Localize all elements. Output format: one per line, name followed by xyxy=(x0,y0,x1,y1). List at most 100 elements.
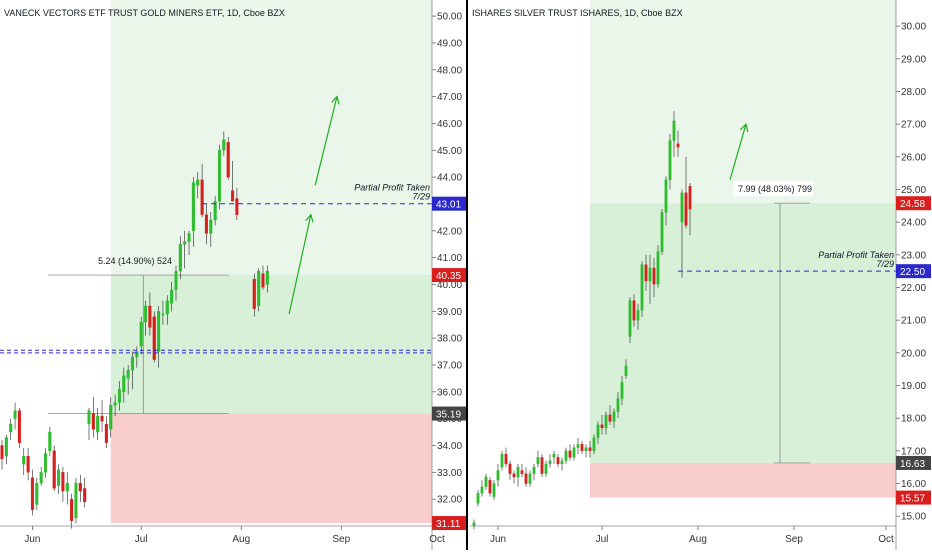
target-zone-extension xyxy=(590,0,896,204)
y-tick-label: 16.00 xyxy=(901,479,926,490)
y-tick-label: 26.00 xyxy=(901,152,926,163)
candle xyxy=(532,467,536,474)
candle xyxy=(104,423,108,443)
candle xyxy=(161,313,165,316)
candle xyxy=(668,140,672,180)
candle xyxy=(612,411,616,422)
candle xyxy=(252,278,256,309)
candle xyxy=(588,447,592,452)
price-tag-label: 35.19 xyxy=(436,410,461,421)
candle xyxy=(87,410,91,425)
y-tick-label: 23.00 xyxy=(901,250,926,261)
y-tick-label: 15.00 xyxy=(901,512,926,523)
y-tick-label: 46.00 xyxy=(437,119,462,130)
y-tick-label: 19.00 xyxy=(901,381,926,392)
candle xyxy=(688,186,692,210)
y-tick-label: 41.00 xyxy=(437,253,462,264)
candle xyxy=(676,143,680,148)
candle xyxy=(596,424,600,438)
annotation-text: Partial Profit Taken xyxy=(354,183,430,193)
candle xyxy=(165,300,169,315)
candle xyxy=(17,410,21,443)
candle xyxy=(576,444,580,448)
candle xyxy=(109,405,113,430)
price-tag xyxy=(896,455,931,470)
candle xyxy=(100,415,104,422)
loss-zone xyxy=(590,462,896,498)
candle xyxy=(135,351,139,358)
candle xyxy=(26,456,30,473)
price-tag-label: 43.01 xyxy=(436,200,461,211)
candle xyxy=(564,450,568,461)
candle xyxy=(608,414,612,422)
candle xyxy=(504,453,508,465)
x-tick-label: Jun xyxy=(24,534,40,545)
y-tick-label: 40.00 xyxy=(437,280,462,291)
candle xyxy=(4,437,8,457)
candle xyxy=(78,482,82,492)
x-tick-label: Jul xyxy=(135,534,148,545)
candle xyxy=(0,445,4,460)
arrow-head xyxy=(739,122,749,133)
candle xyxy=(48,431,52,452)
arrow-head xyxy=(305,213,314,223)
candle xyxy=(213,201,217,221)
y-tick-label: 27.00 xyxy=(901,120,926,131)
y-tick-label: 45.00 xyxy=(437,146,462,157)
candle xyxy=(174,270,178,290)
candle xyxy=(552,453,556,458)
x-tick-label: Oct xyxy=(429,534,445,545)
candle xyxy=(636,310,640,321)
loss-zone xyxy=(110,413,432,524)
y-tick-label: 29.00 xyxy=(901,54,926,65)
candle xyxy=(65,482,69,492)
candle xyxy=(540,457,544,474)
candle xyxy=(472,522,476,527)
candle xyxy=(496,470,500,481)
x-tick-label: Jun xyxy=(490,534,506,545)
candle xyxy=(261,273,265,288)
chart-title-gdx: VANECK VECTORS ETF TRUST GOLD MINERS ETF… xyxy=(4,8,285,18)
candle xyxy=(600,424,604,429)
price-tag-label: 22.50 xyxy=(900,267,925,278)
price-tag xyxy=(896,196,931,211)
candle xyxy=(628,300,632,337)
price-tag-label: 40.35 xyxy=(436,271,461,282)
y-tick-label: 44.00 xyxy=(437,173,462,184)
annotation-date: 7/29 xyxy=(412,192,430,202)
x-tick-label: Aug xyxy=(232,534,250,545)
candle xyxy=(660,212,664,252)
candle xyxy=(70,499,74,521)
candle xyxy=(200,179,204,215)
candle xyxy=(648,267,652,282)
arrow-line xyxy=(314,96,338,186)
candle xyxy=(148,305,152,328)
candle xyxy=(122,375,126,392)
measure-label: 5.24 (14.90%) 524 xyxy=(98,256,172,266)
candle xyxy=(592,437,596,452)
price-tag-label: 24.58 xyxy=(900,199,925,210)
price-tag xyxy=(896,264,931,279)
y-tick-label: 22.00 xyxy=(901,283,926,294)
y-tick-label: 47.00 xyxy=(437,92,462,103)
candle xyxy=(61,472,65,492)
pane-divider[interactable] xyxy=(466,0,468,550)
x-tick-label: Aug xyxy=(689,534,707,545)
target-zone-extension xyxy=(110,0,432,276)
chart-pane-gdx[interactable]: 5.24 (14.90%) 524 Partial Profit Taken7/2… xyxy=(0,0,466,550)
y-tick-label: 25.00 xyxy=(901,185,926,196)
candle xyxy=(548,460,552,465)
candle xyxy=(664,179,668,213)
chart-title-slv: ISHARES SILVER TRUST ISHARES, 1D, Cboe B… xyxy=(472,8,683,18)
measure-label: 7.99 (48.03%) 799 xyxy=(738,184,812,194)
candle xyxy=(22,456,26,465)
y-tick-label: 50.00 xyxy=(437,12,462,23)
y-tick-label: 49.00 xyxy=(437,38,462,49)
candle xyxy=(476,493,480,504)
candle xyxy=(178,244,182,272)
chart-pane-slv[interactable]: 7.99 (48.03%) 799 Partial Profit Taken7/2… xyxy=(470,0,931,550)
candle xyxy=(74,482,78,519)
candle xyxy=(57,469,61,486)
